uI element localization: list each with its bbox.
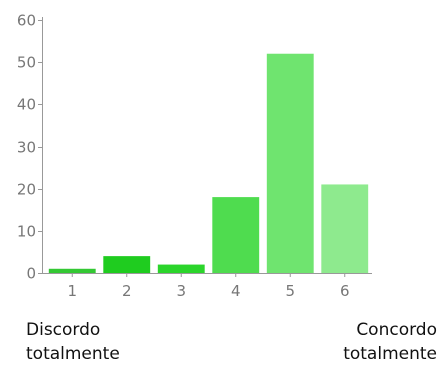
y-tick-label: 20: [17, 181, 36, 199]
bars: [48, 53, 369, 274]
scale-max-caption-line-1: Concordo: [356, 320, 437, 340]
y-axis: 0 10 20 30 40 50 60: [17, 12, 43, 283]
bar-2: [103, 256, 151, 273]
scale-min-caption-line-2: totalmente: [26, 344, 120, 364]
bar-1: [48, 268, 96, 273]
y-tick-label: 30: [17, 139, 36, 157]
x-tick-label: 1: [67, 282, 77, 300]
bar-3: [157, 264, 205, 273]
scale-min-caption-line-1: Discordo: [26, 320, 101, 340]
scale-max-caption: Concordo totalmente: [343, 318, 437, 366]
x-tick-label: 6: [340, 282, 350, 300]
x-axis: 1 2 3 4 5 6: [42, 273, 372, 300]
y-tick-label: 10: [17, 223, 36, 241]
bar-6: [321, 184, 369, 273]
y-tick-label: 0: [26, 265, 36, 283]
bar-4: [212, 197, 260, 273]
y-tick-label: 50: [17, 54, 36, 72]
bar-5: [266, 53, 314, 274]
y-tick-label: 60: [17, 12, 36, 30]
scale-min-caption: Discordo totalmente: [26, 318, 120, 366]
y-tick-label: 40: [17, 96, 36, 114]
x-tick-label: 5: [285, 282, 295, 300]
x-tick-label: 2: [122, 282, 132, 300]
scale-max-caption-line-2: totalmente: [343, 344, 437, 364]
x-tick-label: 3: [176, 282, 186, 300]
bar-chart: 0 10 20 30 40 50 60 1 2 3 4 5 6: [17, 12, 372, 300]
x-tick-label: 4: [231, 282, 241, 300]
